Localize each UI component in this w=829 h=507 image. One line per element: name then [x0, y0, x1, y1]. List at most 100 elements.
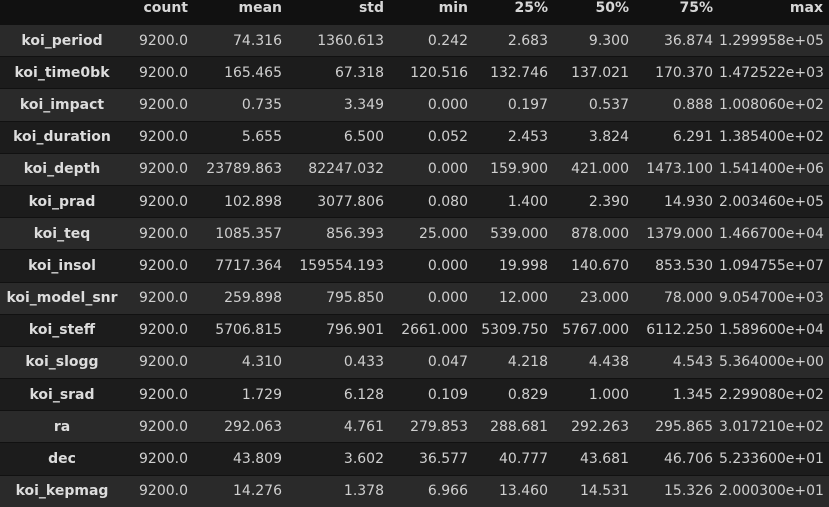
- table-cell: 1.000: [588, 386, 629, 403]
- table-cell: 140.670: [571, 257, 629, 274]
- table-row: koi_period 9200.0 74.316 1360.613 0.242 2.683…: [0, 24, 829, 57]
- table-cell: 132.746: [490, 64, 548, 81]
- table-cell: 0.080: [427, 193, 468, 210]
- table-cell: 1.385400e+02: [719, 129, 824, 146]
- table-cell: 0.000: [427, 161, 468, 178]
- table-cell: 0.047: [427, 354, 468, 371]
- table-cell: 15.326: [664, 483, 713, 500]
- table-cell: 74.316: [233, 32, 282, 49]
- table-cell: 9200.0: [139, 64, 188, 81]
- table-cell: 9200.0: [139, 96, 188, 113]
- table-cell: 1.299958e+05: [719, 32, 824, 49]
- table-cell: 159554.193: [299, 257, 384, 274]
- table-cell: 4.438: [588, 354, 629, 371]
- table-cell: 1.400: [507, 193, 548, 210]
- table-row: koi_slogg 9200.0 4.310 0.433 0.047 4.218 4.438…: [0, 345, 829, 379]
- table-cell: 1.345: [672, 386, 713, 403]
- table-cell: 0.000: [427, 96, 468, 113]
- table-cell: 13.460: [499, 483, 548, 500]
- table-cell: 9.054700e+03: [719, 290, 824, 307]
- column-header: mean: [238, 0, 283, 16]
- column-header: 50%: [595, 0, 629, 16]
- table-cell: 9200.0: [139, 129, 188, 146]
- table-cell: 1.541400e+06: [719, 161, 824, 178]
- table-cell: 5.233600e+01: [719, 451, 824, 468]
- table-body: koi_period 9200.0 74.316 1360.613 0.242 2.683…: [0, 24, 829, 507]
- table-row: koi_depth 9200.0 23789.863 82247.032 0.000 15…: [0, 152, 829, 185]
- row-index-label: ra: [53, 418, 71, 435]
- table-cell: 9200.0: [139, 322, 188, 339]
- table-cell: 295.865: [655, 418, 713, 435]
- table-cell: 7717.364: [215, 257, 282, 274]
- table-cell: 1.729: [241, 386, 282, 403]
- table-cell: 5.364000e+00: [719, 354, 824, 371]
- table-cell: 2.000300e+01: [719, 483, 824, 500]
- table-row: koi_srad 9200.0 1.729 6.128 0.109 0.829 1.000 1…: [0, 378, 829, 411]
- table-cell: 1.466700e+04: [719, 225, 824, 242]
- table-cell: 3.602: [343, 451, 384, 468]
- table-cell: 4.543: [672, 354, 713, 371]
- table-cell: 1.589600e+04: [719, 322, 824, 339]
- table-cell: 137.021: [571, 64, 629, 81]
- row-index-label: koi_period: [21, 32, 103, 49]
- table-cell: 43.809: [233, 451, 282, 468]
- table-cell: 2.683: [507, 32, 548, 49]
- table-header: count mean std min 25% 50% 75% max: [0, 0, 829, 24]
- row-index-label: koi_prad: [28, 193, 96, 210]
- table-cell: 856.393: [326, 225, 384, 242]
- table-row: koi_teq 9200.0 1085.357 856.393 25.000 539.00…: [0, 217, 829, 250]
- column-header: min: [438, 0, 468, 16]
- table-cell: 170.370: [655, 64, 713, 81]
- column-header: max: [789, 0, 823, 16]
- table-cell: 1360.613: [317, 32, 384, 49]
- table-cell: 3077.806: [317, 193, 384, 210]
- row-index-label: koi_steff: [28, 322, 96, 339]
- table-row: koi_model_snr 9200.0 259.898 795.850 0.000 12…: [0, 281, 829, 314]
- table-cell: 288.681: [490, 418, 548, 435]
- table-cell: 67.318: [335, 64, 384, 81]
- table-cell: 3.017210e+02: [719, 418, 824, 435]
- table-cell: 120.516: [410, 64, 468, 81]
- table-cell: 0.735: [241, 96, 282, 113]
- table-cell: 0.242: [427, 32, 468, 49]
- table-cell: 5706.815: [215, 322, 282, 339]
- table-cell: 259.898: [224, 290, 282, 307]
- table-cell: 9200.0: [139, 418, 188, 435]
- table-row: koi_prad 9200.0 102.898 3077.806 0.080 1.400 2…: [0, 184, 829, 218]
- table-cell: 796.901: [326, 322, 384, 339]
- row-index-label: koi_model_snr: [6, 290, 118, 307]
- table-row: koi_insol 9200.0 7717.364 159554.193 0.000 19…: [0, 249, 829, 282]
- table-cell: 279.853: [410, 418, 468, 435]
- table-cell: 9200.0: [139, 225, 188, 242]
- table-cell: 165.465: [224, 64, 282, 81]
- table-cell: 0.197: [507, 96, 548, 113]
- table-cell: 9200.0: [139, 354, 188, 371]
- row-index-label: koi_insol: [28, 257, 96, 274]
- table-cell: 14.531: [580, 483, 629, 500]
- column-header: std: [358, 0, 384, 16]
- table-cell: 14.930: [664, 193, 713, 210]
- table-cell: 36.874: [664, 32, 713, 49]
- table-cell: 9.300: [588, 32, 629, 49]
- column-header: count: [143, 0, 188, 16]
- table-cell: 12.000: [499, 290, 548, 307]
- table-cell: 539.000: [490, 225, 548, 242]
- table-cell: 4.310: [241, 354, 282, 371]
- table-cell: 2.299080e+02: [719, 386, 824, 403]
- table-cell: 6.128: [343, 386, 384, 403]
- table-row: dec 9200.0 43.809 3.602 36.577 40.777 43.681 46…: [0, 442, 829, 475]
- column-header: 25%: [514, 0, 548, 16]
- table-row: ra 9200.0 292.063 4.761 279.853 288.681 292.26…: [0, 410, 829, 443]
- table-cell: 853.530: [655, 257, 713, 274]
- table-cell: 9200.0: [139, 451, 188, 468]
- table-cell: 1379.000: [646, 225, 713, 242]
- table-cell: 9200.0: [139, 193, 188, 210]
- table-cell: 78.000: [664, 290, 713, 307]
- table-cell: 4.218: [507, 354, 548, 371]
- table-cell: 6112.250: [646, 322, 713, 339]
- table-cell: 6.966: [427, 483, 468, 500]
- table-cell: 5.655: [241, 129, 282, 146]
- table-cell: 1.378: [343, 483, 384, 500]
- table-cell: 292.263: [571, 418, 629, 435]
- table-cell: 36.577: [419, 451, 468, 468]
